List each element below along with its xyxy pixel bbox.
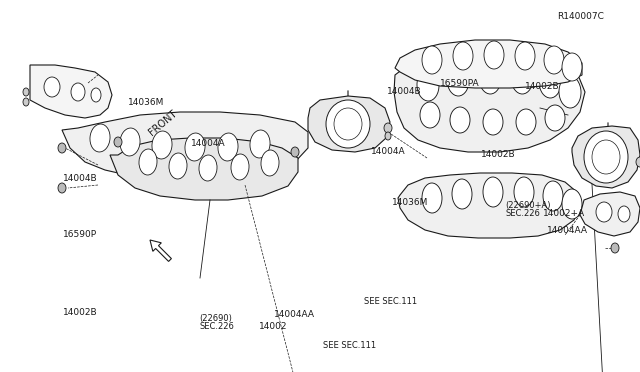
Polygon shape bbox=[30, 65, 112, 118]
Ellipse shape bbox=[584, 131, 628, 183]
Polygon shape bbox=[398, 173, 580, 238]
Text: (22690+A): (22690+A) bbox=[506, 201, 551, 210]
Ellipse shape bbox=[58, 143, 66, 153]
Text: 14002+A: 14002+A bbox=[543, 209, 585, 218]
Ellipse shape bbox=[592, 140, 620, 174]
Text: SEC.226: SEC.226 bbox=[200, 322, 234, 331]
Text: SEE SEC.111: SEE SEC.111 bbox=[323, 341, 376, 350]
Polygon shape bbox=[580, 192, 640, 236]
Text: 16590PA: 16590PA bbox=[440, 79, 480, 88]
Ellipse shape bbox=[71, 83, 85, 101]
Ellipse shape bbox=[417, 69, 439, 101]
Ellipse shape bbox=[544, 46, 564, 74]
Ellipse shape bbox=[516, 109, 536, 135]
Ellipse shape bbox=[139, 149, 157, 175]
Ellipse shape bbox=[483, 177, 503, 207]
Ellipse shape bbox=[447, 64, 469, 96]
Text: 14036M: 14036M bbox=[128, 98, 164, 107]
Ellipse shape bbox=[58, 183, 66, 193]
Ellipse shape bbox=[120, 128, 140, 156]
Text: 16590P: 16590P bbox=[63, 230, 97, 239]
Ellipse shape bbox=[334, 108, 362, 140]
Ellipse shape bbox=[618, 206, 630, 222]
Text: 14004AA: 14004AA bbox=[547, 226, 588, 235]
Text: 14004A: 14004A bbox=[371, 147, 406, 156]
Polygon shape bbox=[572, 126, 640, 188]
Ellipse shape bbox=[420, 102, 440, 128]
Polygon shape bbox=[308, 96, 390, 152]
Ellipse shape bbox=[90, 124, 110, 152]
Text: 14002: 14002 bbox=[259, 322, 288, 331]
Ellipse shape bbox=[91, 88, 101, 102]
Ellipse shape bbox=[385, 132, 391, 140]
Ellipse shape bbox=[218, 133, 238, 161]
Ellipse shape bbox=[514, 177, 534, 207]
Ellipse shape bbox=[479, 62, 501, 94]
Ellipse shape bbox=[152, 131, 172, 159]
Ellipse shape bbox=[169, 153, 187, 179]
Text: 14002B: 14002B bbox=[63, 308, 97, 317]
Text: 14036M: 14036M bbox=[392, 198, 428, 207]
Ellipse shape bbox=[422, 46, 442, 74]
Text: SEC.226: SEC.226 bbox=[506, 209, 540, 218]
Text: 14004B: 14004B bbox=[387, 87, 422, 96]
Ellipse shape bbox=[384, 123, 392, 133]
Ellipse shape bbox=[596, 202, 612, 222]
Text: SEE SEC.111: SEE SEC.111 bbox=[364, 297, 417, 306]
Ellipse shape bbox=[562, 189, 582, 219]
Ellipse shape bbox=[261, 150, 279, 176]
Text: R140007C: R140007C bbox=[557, 12, 604, 21]
Ellipse shape bbox=[636, 157, 640, 167]
Ellipse shape bbox=[422, 183, 442, 213]
Ellipse shape bbox=[44, 77, 60, 97]
Text: 14004B: 14004B bbox=[63, 174, 97, 183]
Ellipse shape bbox=[199, 155, 217, 181]
Ellipse shape bbox=[539, 66, 561, 98]
Polygon shape bbox=[110, 138, 298, 200]
Ellipse shape bbox=[484, 41, 504, 69]
Ellipse shape bbox=[231, 154, 249, 180]
Ellipse shape bbox=[452, 179, 472, 209]
Ellipse shape bbox=[250, 130, 270, 158]
Ellipse shape bbox=[291, 147, 299, 157]
Text: 14002B: 14002B bbox=[481, 150, 516, 159]
Polygon shape bbox=[395, 40, 582, 88]
FancyArrow shape bbox=[150, 240, 172, 262]
Text: 14004AA: 14004AA bbox=[274, 310, 315, 319]
Ellipse shape bbox=[114, 137, 122, 147]
Ellipse shape bbox=[23, 98, 29, 106]
Text: (22690): (22690) bbox=[200, 314, 232, 323]
Polygon shape bbox=[62, 112, 308, 180]
Ellipse shape bbox=[453, 42, 473, 70]
Ellipse shape bbox=[562, 53, 582, 81]
Ellipse shape bbox=[543, 181, 563, 211]
Ellipse shape bbox=[185, 133, 205, 161]
Ellipse shape bbox=[515, 42, 535, 70]
Polygon shape bbox=[394, 58, 585, 152]
Ellipse shape bbox=[545, 105, 565, 131]
Ellipse shape bbox=[326, 100, 370, 148]
Ellipse shape bbox=[23, 88, 29, 96]
Text: 14002B: 14002B bbox=[525, 82, 559, 91]
Ellipse shape bbox=[611, 243, 619, 253]
Ellipse shape bbox=[450, 107, 470, 133]
Ellipse shape bbox=[483, 109, 503, 135]
Ellipse shape bbox=[511, 62, 533, 94]
Text: FRONT: FRONT bbox=[147, 108, 179, 137]
Ellipse shape bbox=[559, 76, 581, 108]
Text: 14004A: 14004A bbox=[191, 139, 225, 148]
